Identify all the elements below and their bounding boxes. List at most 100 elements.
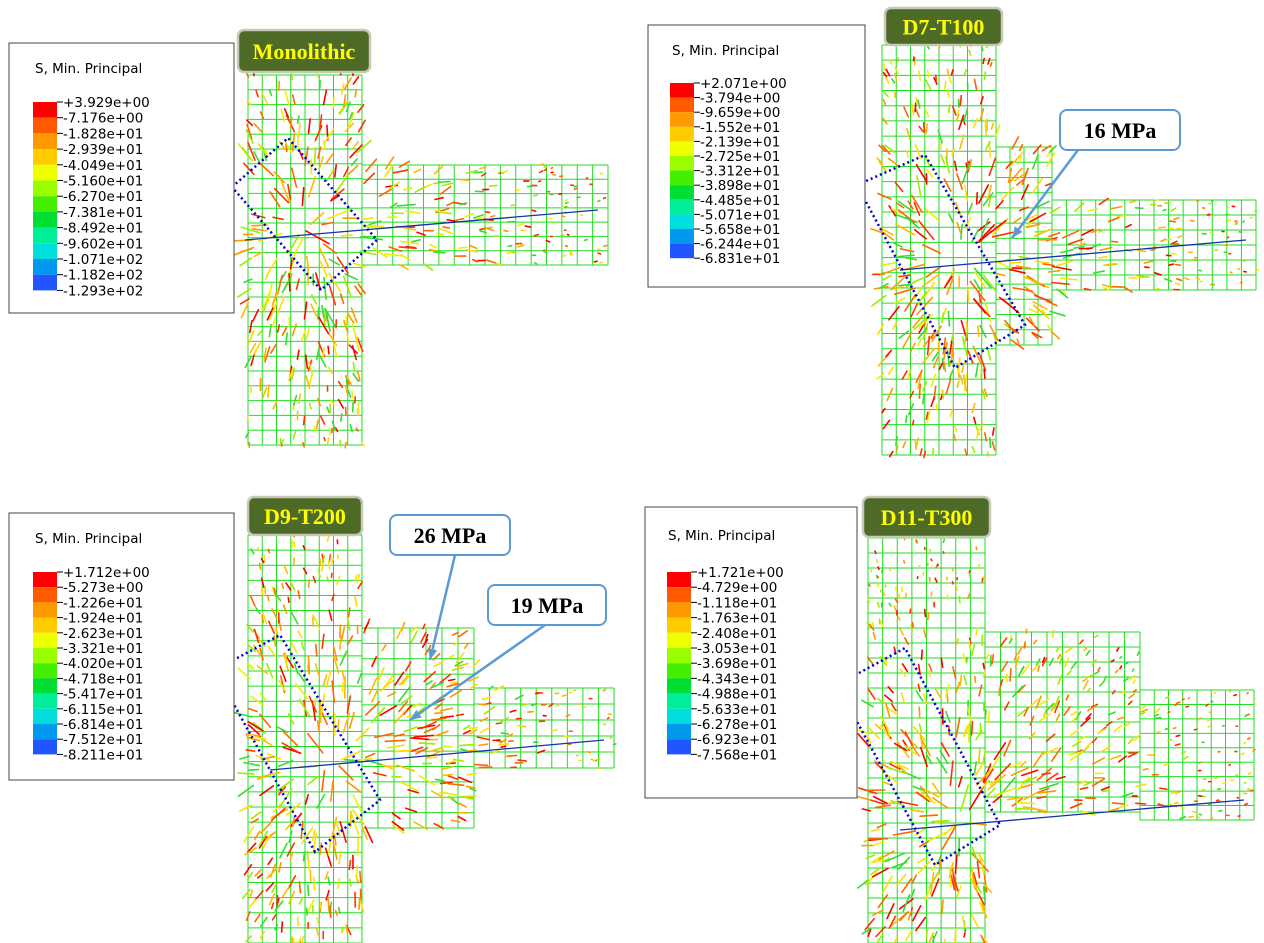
legend-label: -1.552e+01 — [700, 120, 780, 136]
legend-swatch — [670, 141, 694, 156]
legend-swatch — [667, 572, 691, 587]
stress-vector — [1228, 207, 1229, 208]
stress-vector — [899, 331, 908, 338]
stress-vector — [282, 584, 283, 589]
stress-vector — [885, 695, 892, 701]
stress-vector — [362, 443, 364, 446]
stress-vector — [316, 664, 319, 675]
stress-vector — [329, 333, 337, 345]
stress-vector — [264, 556, 265, 562]
stress-vector — [293, 431, 295, 438]
stress-vector — [1135, 208, 1142, 209]
panel: S, Min. Principal+2.071e+00-3.794e+00-9.… — [648, 8, 1258, 457]
stress-vector — [1225, 245, 1227, 246]
stress-vector — [1126, 663, 1128, 664]
stress-vector — [927, 930, 928, 938]
stress-vector — [544, 166, 546, 167]
stress-vector — [972, 230, 978, 242]
stress-vector — [309, 580, 310, 587]
stress-vector — [950, 342, 952, 354]
stress-vector — [1193, 811, 1196, 812]
stress-vector — [479, 767, 491, 768]
stress-vector — [898, 285, 911, 286]
stress-vector — [959, 597, 960, 603]
stress-vector — [987, 757, 1000, 775]
stress-vector — [862, 809, 870, 811]
stress-vector — [990, 438, 991, 448]
stress-vector — [906, 931, 912, 940]
stress-vector — [302, 828, 313, 843]
callout-arrow — [410, 625, 545, 720]
stress-vector — [923, 394, 924, 403]
stress-vector — [1217, 800, 1219, 801]
stress-vector — [349, 860, 350, 869]
stress-vector — [976, 363, 978, 376]
stress-vector — [603, 690, 605, 691]
stress-vector — [474, 172, 482, 173]
legend-label: +1.721e+00 — [697, 565, 784, 581]
legend-swatch — [667, 633, 691, 648]
stress-vector — [459, 631, 467, 637]
stress-vector — [1243, 221, 1244, 222]
stress-vector — [255, 914, 260, 922]
stress-vector — [327, 577, 328, 581]
stress-vector — [878, 603, 880, 607]
stress-vector — [1071, 730, 1078, 735]
stress-vector — [357, 759, 372, 760]
stress-vector — [885, 585, 886, 586]
callout-label: 16 MPa — [1084, 118, 1157, 143]
stress-vector — [441, 186, 451, 194]
stress-vector — [915, 278, 924, 282]
stress-vector — [1094, 271, 1105, 273]
stress-vector — [468, 773, 476, 775]
stress-vector — [1033, 752, 1043, 767]
legend-label: -7.568e+01 — [697, 747, 777, 763]
legend-label: -5.071e+01 — [700, 207, 780, 223]
stress-vector — [911, 625, 912, 631]
stress-vector — [1219, 789, 1220, 790]
stress-vector — [350, 145, 362, 158]
stress-vector — [927, 755, 932, 763]
stress-vector — [872, 296, 886, 306]
stress-vector — [328, 877, 330, 884]
stress-vector — [339, 766, 353, 780]
legend-title: S, Min. Principal — [668, 528, 775, 544]
stress-vector — [317, 918, 318, 924]
stress-vector — [949, 105, 950, 112]
stress-vector — [1141, 710, 1147, 712]
stress-vector — [1030, 733, 1035, 739]
stress-vector — [889, 916, 895, 928]
stress-vector — [244, 163, 254, 174]
stress-vector — [585, 240, 588, 241]
legend-label: -3.321e+01 — [63, 641, 143, 657]
stress-vector — [1049, 271, 1060, 272]
stress-vector — [291, 642, 296, 652]
stress-vector — [444, 746, 452, 747]
stress-vector — [310, 374, 313, 385]
stress-vector — [385, 740, 405, 741]
stress-vector — [956, 114, 958, 120]
stress-vector — [1169, 264, 1174, 265]
stress-vector — [286, 654, 287, 667]
stress-vector — [262, 93, 267, 103]
stress-vector — [1092, 660, 1096, 665]
stress-vector — [576, 755, 577, 756]
stress-vector — [512, 252, 515, 253]
stress-vector — [275, 925, 278, 930]
stress-vector — [285, 91, 289, 105]
stress-vector — [293, 816, 295, 826]
stress-vector — [604, 245, 607, 246]
legend-swatch — [670, 156, 694, 171]
stress-vector — [1140, 276, 1149, 277]
stress-vector — [329, 285, 335, 305]
stress-vector — [1071, 803, 1082, 807]
stress-vector — [340, 822, 346, 842]
stress-vector — [457, 714, 464, 715]
callout-arrow — [1012, 150, 1078, 238]
stress-vector — [240, 805, 252, 811]
stress-vector — [562, 207, 564, 208]
stress-vector — [594, 261, 597, 262]
stress-vector — [927, 170, 933, 177]
legend-label: -5.417e+01 — [63, 687, 143, 703]
stress-vector — [281, 443, 282, 446]
